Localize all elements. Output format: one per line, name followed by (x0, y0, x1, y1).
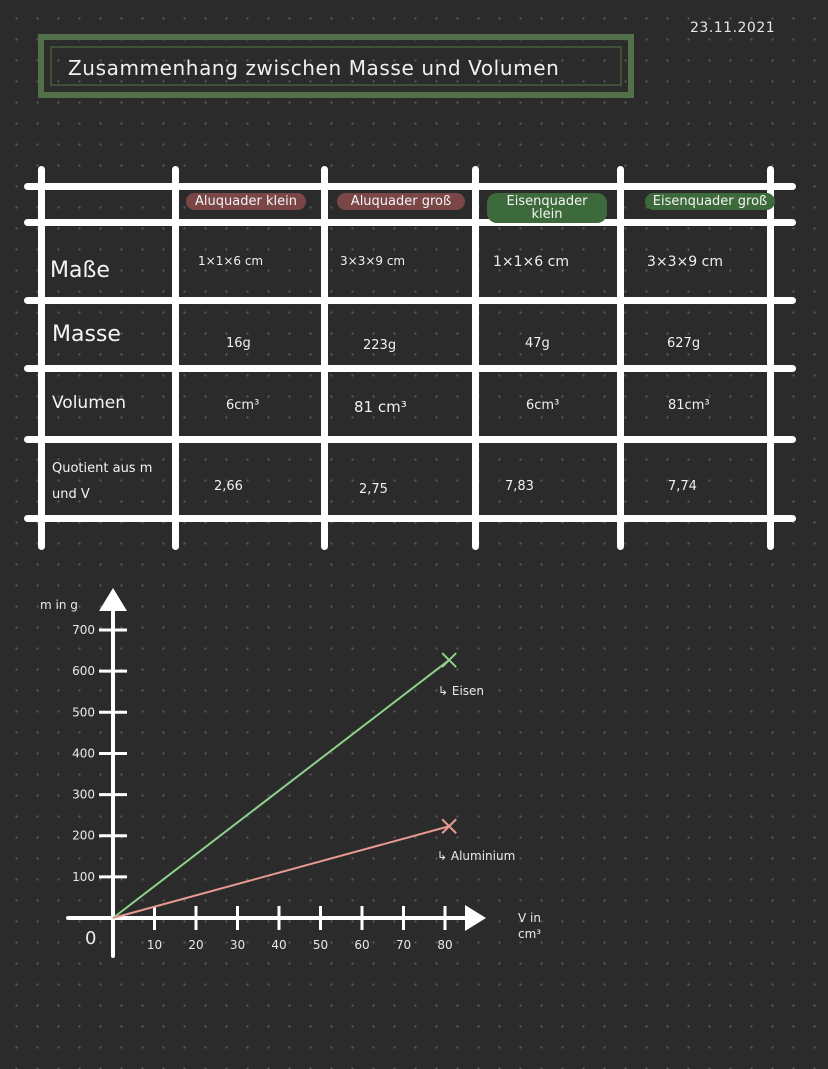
x-axis-arrow (465, 905, 486, 931)
x-tick-label: 20 (188, 938, 203, 952)
table-cell: 7,83 (505, 479, 534, 494)
data-point-marker (441, 652, 457, 668)
x-tick-label: 10 (147, 938, 162, 952)
row-label: Masse (52, 322, 121, 347)
table-hline (24, 515, 796, 522)
table-cell: 2,75 (359, 482, 388, 497)
origin-label: 0 (85, 928, 97, 949)
x-tick-label: 50 (313, 938, 328, 952)
table-cell: 1×1×6 cm (198, 254, 264, 268)
x-tick-label: 60 (354, 938, 369, 952)
table-cell: 3×3×9 cm (340, 254, 406, 268)
y-tick-label: 600 (72, 664, 95, 678)
series-line-aluminium (112, 825, 450, 919)
table-hline (24, 183, 796, 190)
table-hline (24, 436, 796, 443)
row-label: Quotient aus m und V (52, 461, 153, 502)
table-vline (472, 166, 479, 550)
series-annotation-aluminium: ↳ Aluminium (437, 849, 516, 863)
table-cell: 81cm³ (668, 398, 710, 413)
page-title: Zusammenhang zwischen Masse und Volumen (68, 56, 560, 80)
table-cell: 627g (667, 336, 701, 351)
table-vline (38, 166, 45, 550)
table-vline (321, 166, 328, 550)
table-hline (24, 219, 796, 226)
data-point-marker (441, 818, 457, 834)
table-cell: 6cm³ (526, 398, 560, 413)
table-cell: 7,74 (668, 479, 697, 494)
y-tick-label: 100 (72, 870, 95, 884)
table-vline (172, 166, 179, 550)
x-tick-label: 30 (230, 938, 245, 952)
table-hline (24, 365, 796, 372)
column-header: Eisenquader klein (487, 193, 607, 223)
row-label: Volumen (52, 393, 127, 413)
table-cell: 81 cm³ (354, 398, 407, 416)
y-tick-label: 200 (72, 829, 95, 843)
column-header: Aluquader klein (186, 193, 306, 210)
title-box (38, 34, 634, 98)
table-vline (767, 166, 774, 550)
x-tick-label: 40 (271, 938, 286, 952)
y-axis-arrow (99, 588, 127, 611)
date: 23.11.2021 (690, 20, 776, 36)
table-cell: 16g (226, 336, 251, 351)
x-tick-label: 70 (396, 938, 411, 952)
table-cell: 47g (525, 336, 550, 351)
table-cell: 223g (363, 338, 397, 353)
series-line-eisen (112, 659, 450, 919)
column-header: Aluquader groß (337, 193, 465, 210)
y-tick-label: 700 (72, 623, 95, 637)
y-axis-label: m in g (40, 598, 78, 612)
column-header: Eisenquader groß (645, 193, 775, 210)
row-label: Maße (50, 258, 110, 283)
table-vline (617, 166, 624, 550)
y-tick-label: 300 (72, 788, 95, 802)
table-cell: 3×3×9 cm (647, 254, 723, 270)
x-axis-label: V in cm³ (518, 911, 542, 941)
table-cell: 6cm³ (226, 398, 260, 413)
y-tick-label: 500 (72, 705, 95, 719)
series-annotation-eisen: ↳ Eisen (438, 684, 485, 698)
table-hline (24, 297, 796, 304)
table-cell: 1×1×6 cm (493, 254, 569, 270)
y-tick-label: 400 (72, 746, 95, 760)
table-cell: 2,66 (214, 479, 243, 494)
x-tick-label: 80 (437, 938, 452, 952)
